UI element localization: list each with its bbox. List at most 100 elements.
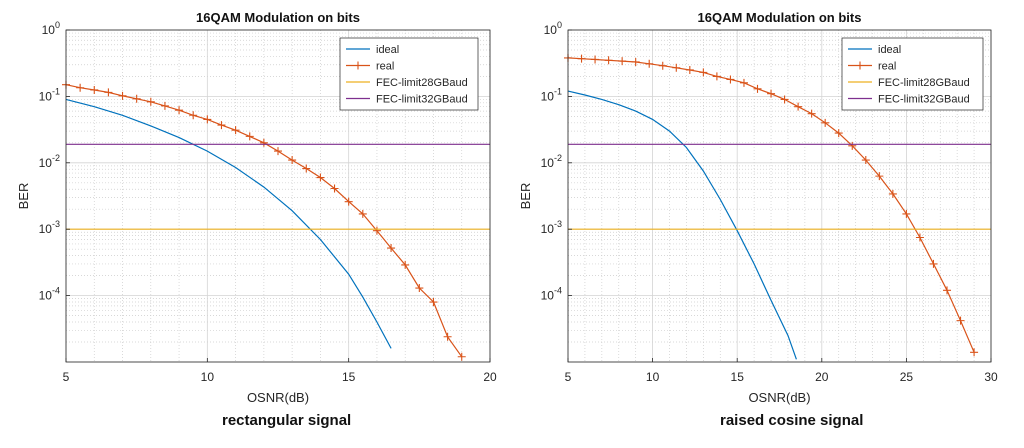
chart-rectangular-signal: 5 10 15 20 100 10-1 10-2 10-3 10-4 16QAM Modulati… — [16, 10, 497, 405]
x-tick-label: 10 — [201, 370, 215, 384]
chart-title: 16QAM Modulation on bits — [698, 10, 862, 25]
data-point — [231, 126, 240, 135]
legend-label: ideal — [376, 44, 399, 56]
data-point — [288, 156, 297, 165]
series-real — [62, 80, 466, 361]
data-point — [618, 57, 627, 66]
data-point — [358, 209, 367, 218]
y-tick-label: 10-1 — [541, 86, 562, 103]
data-point — [443, 332, 452, 341]
caption-raised-cosine-signal: raised cosine signal — [720, 412, 864, 429]
x-tick-label: 5 — [565, 370, 572, 384]
data-point — [457, 352, 466, 361]
data-point — [429, 298, 438, 307]
legend-label: ideal — [878, 44, 901, 56]
data-point — [902, 209, 911, 218]
series-line — [567, 90, 797, 360]
data-point — [175, 106, 184, 115]
data-point — [259, 138, 268, 147]
axes-box — [65, 29, 491, 363]
data-point — [591, 55, 600, 64]
data-point — [699, 68, 708, 77]
data-point — [132, 94, 141, 103]
data-point — [245, 132, 254, 141]
data-point — [672, 63, 681, 72]
y-tick-label: 10-2 — [39, 153, 60, 170]
y-tick-label: 10-1 — [39, 86, 60, 103]
data-point — [956, 316, 965, 325]
legend: ideal real FEC-limit28GBaud FEC-limit32GBau… — [339, 37, 479, 111]
data-point — [90, 85, 99, 94]
data-point — [685, 65, 694, 74]
y-axis-label: BER — [16, 183, 31, 210]
data-point — [631, 57, 640, 66]
x-tick-label: 15 — [342, 370, 356, 384]
data-point — [76, 83, 85, 92]
data-point — [712, 72, 721, 81]
data-point — [753, 84, 762, 93]
data-point — [189, 111, 198, 120]
axes-box — [567, 29, 992, 363]
legend-label: FEC-limit28GBaud — [376, 77, 468, 89]
data-point — [577, 54, 586, 63]
data-point — [274, 147, 282, 156]
series-ideal — [65, 98, 392, 349]
y-tick-label: 10-2 — [541, 153, 562, 170]
data-point — [645, 59, 654, 68]
caption-rectangular-signal: rectangular signal — [222, 412, 352, 429]
data-point — [821, 118, 830, 127]
chart-title: 16QAM Modulation on bits — [196, 10, 360, 25]
y-axis-label: BER — [518, 183, 533, 210]
x-tick-label: 30 — [984, 370, 998, 384]
y-tick-label: 10-4 — [541, 286, 562, 303]
data-point — [861, 156, 870, 165]
legend-label: FEC-limit32GBaud — [878, 94, 970, 106]
data-point — [316, 173, 325, 182]
series-ideal — [567, 90, 797, 360]
data-point — [726, 75, 735, 84]
x-axis-label: OSNR(dB) — [748, 390, 810, 405]
x-axis-label: OSNR(dB) — [247, 390, 309, 405]
data-point — [146, 97, 155, 106]
y-tick-label: 10-4 — [39, 286, 60, 303]
series-real — [564, 53, 979, 357]
legend-marker — [354, 61, 362, 70]
data-point — [807, 109, 816, 118]
series-line — [65, 98, 392, 349]
data-point — [372, 226, 381, 235]
legend-label: real — [878, 61, 896, 73]
data-point — [929, 259, 938, 268]
data-point — [888, 189, 897, 198]
data-point — [118, 91, 127, 100]
data-point — [780, 95, 789, 104]
data-point — [658, 61, 667, 70]
x-tick-label: 20 — [815, 370, 829, 384]
x-tick-label: 5 — [63, 370, 70, 384]
data-point — [794, 102, 803, 111]
data-point — [834, 129, 843, 138]
data-point — [302, 164, 311, 173]
legend-label: FEC-limit32GBaud — [376, 94, 468, 106]
y-tick-label: 10-3 — [39, 219, 60, 236]
y-tick-label: 100 — [544, 20, 562, 37]
legend: ideal real FEC-limit28GBaud FEC-limit32GBau… — [841, 37, 984, 111]
x-tick-label: 20 — [483, 370, 497, 384]
x-tick-label: 10 — [646, 370, 660, 384]
legend-label: real — [376, 61, 394, 73]
data-point — [217, 121, 226, 130]
data-point — [415, 284, 424, 293]
data-point — [970, 348, 979, 357]
y-tick-label: 10-3 — [541, 219, 562, 236]
data-point — [344, 197, 353, 206]
chart-raised-cosine-signal: 5 10 15 20 25 30 100 10-1 10-2 10-3 10-4 16QAM Modu… — [518, 10, 998, 405]
data-point — [739, 78, 748, 87]
data-point — [943, 286, 952, 295]
data-point — [915, 233, 924, 242]
x-tick-label: 25 — [900, 370, 914, 384]
legend-marker — [856, 61, 864, 70]
data-point — [767, 89, 776, 98]
data-point — [104, 88, 113, 97]
data-point — [203, 115, 212, 124]
x-tick-label: 15 — [731, 370, 745, 384]
